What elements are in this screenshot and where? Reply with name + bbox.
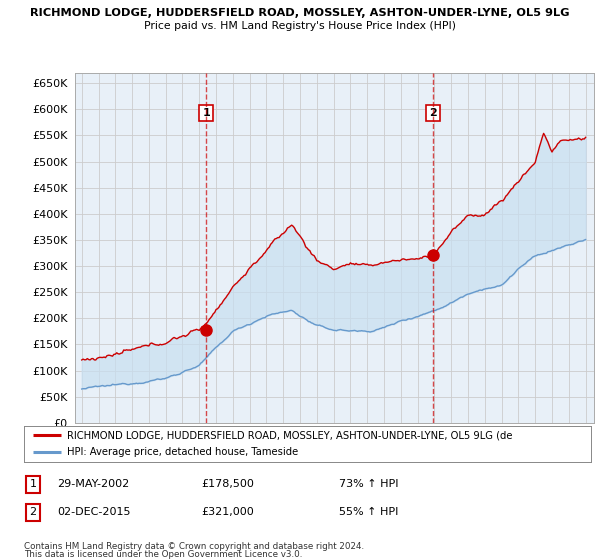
Text: Contains HM Land Registry data © Crown copyright and database right 2024.: Contains HM Land Registry data © Crown c… (24, 542, 364, 550)
Text: 2: 2 (29, 507, 37, 517)
Text: HPI: Average price, detached house, Tameside: HPI: Average price, detached house, Tame… (67, 447, 298, 457)
Text: 1: 1 (29, 479, 37, 489)
Text: 29-MAY-2002: 29-MAY-2002 (57, 479, 129, 489)
Text: This data is licensed under the Open Government Licence v3.0.: This data is licensed under the Open Gov… (24, 550, 302, 559)
Text: 55% ↑ HPI: 55% ↑ HPI (339, 507, 398, 517)
Text: RICHMOND LODGE, HUDDERSFIELD ROAD, MOSSLEY, ASHTON-UNDER-LYNE, OL5 9LG: RICHMOND LODGE, HUDDERSFIELD ROAD, MOSSL… (30, 8, 570, 18)
Text: 2: 2 (429, 108, 437, 118)
Text: £178,500: £178,500 (201, 479, 254, 489)
Text: 73% ↑ HPI: 73% ↑ HPI (339, 479, 398, 489)
Text: RICHMOND LODGE, HUDDERSFIELD ROAD, MOSSLEY, ASHTON-UNDER-LYNE, OL5 9LG (de: RICHMOND LODGE, HUDDERSFIELD ROAD, MOSSL… (67, 431, 512, 440)
Text: 02-DEC-2015: 02-DEC-2015 (57, 507, 131, 517)
Text: Price paid vs. HM Land Registry's House Price Index (HPI): Price paid vs. HM Land Registry's House … (144, 21, 456, 31)
Text: 1: 1 (202, 108, 210, 118)
Text: £321,000: £321,000 (201, 507, 254, 517)
